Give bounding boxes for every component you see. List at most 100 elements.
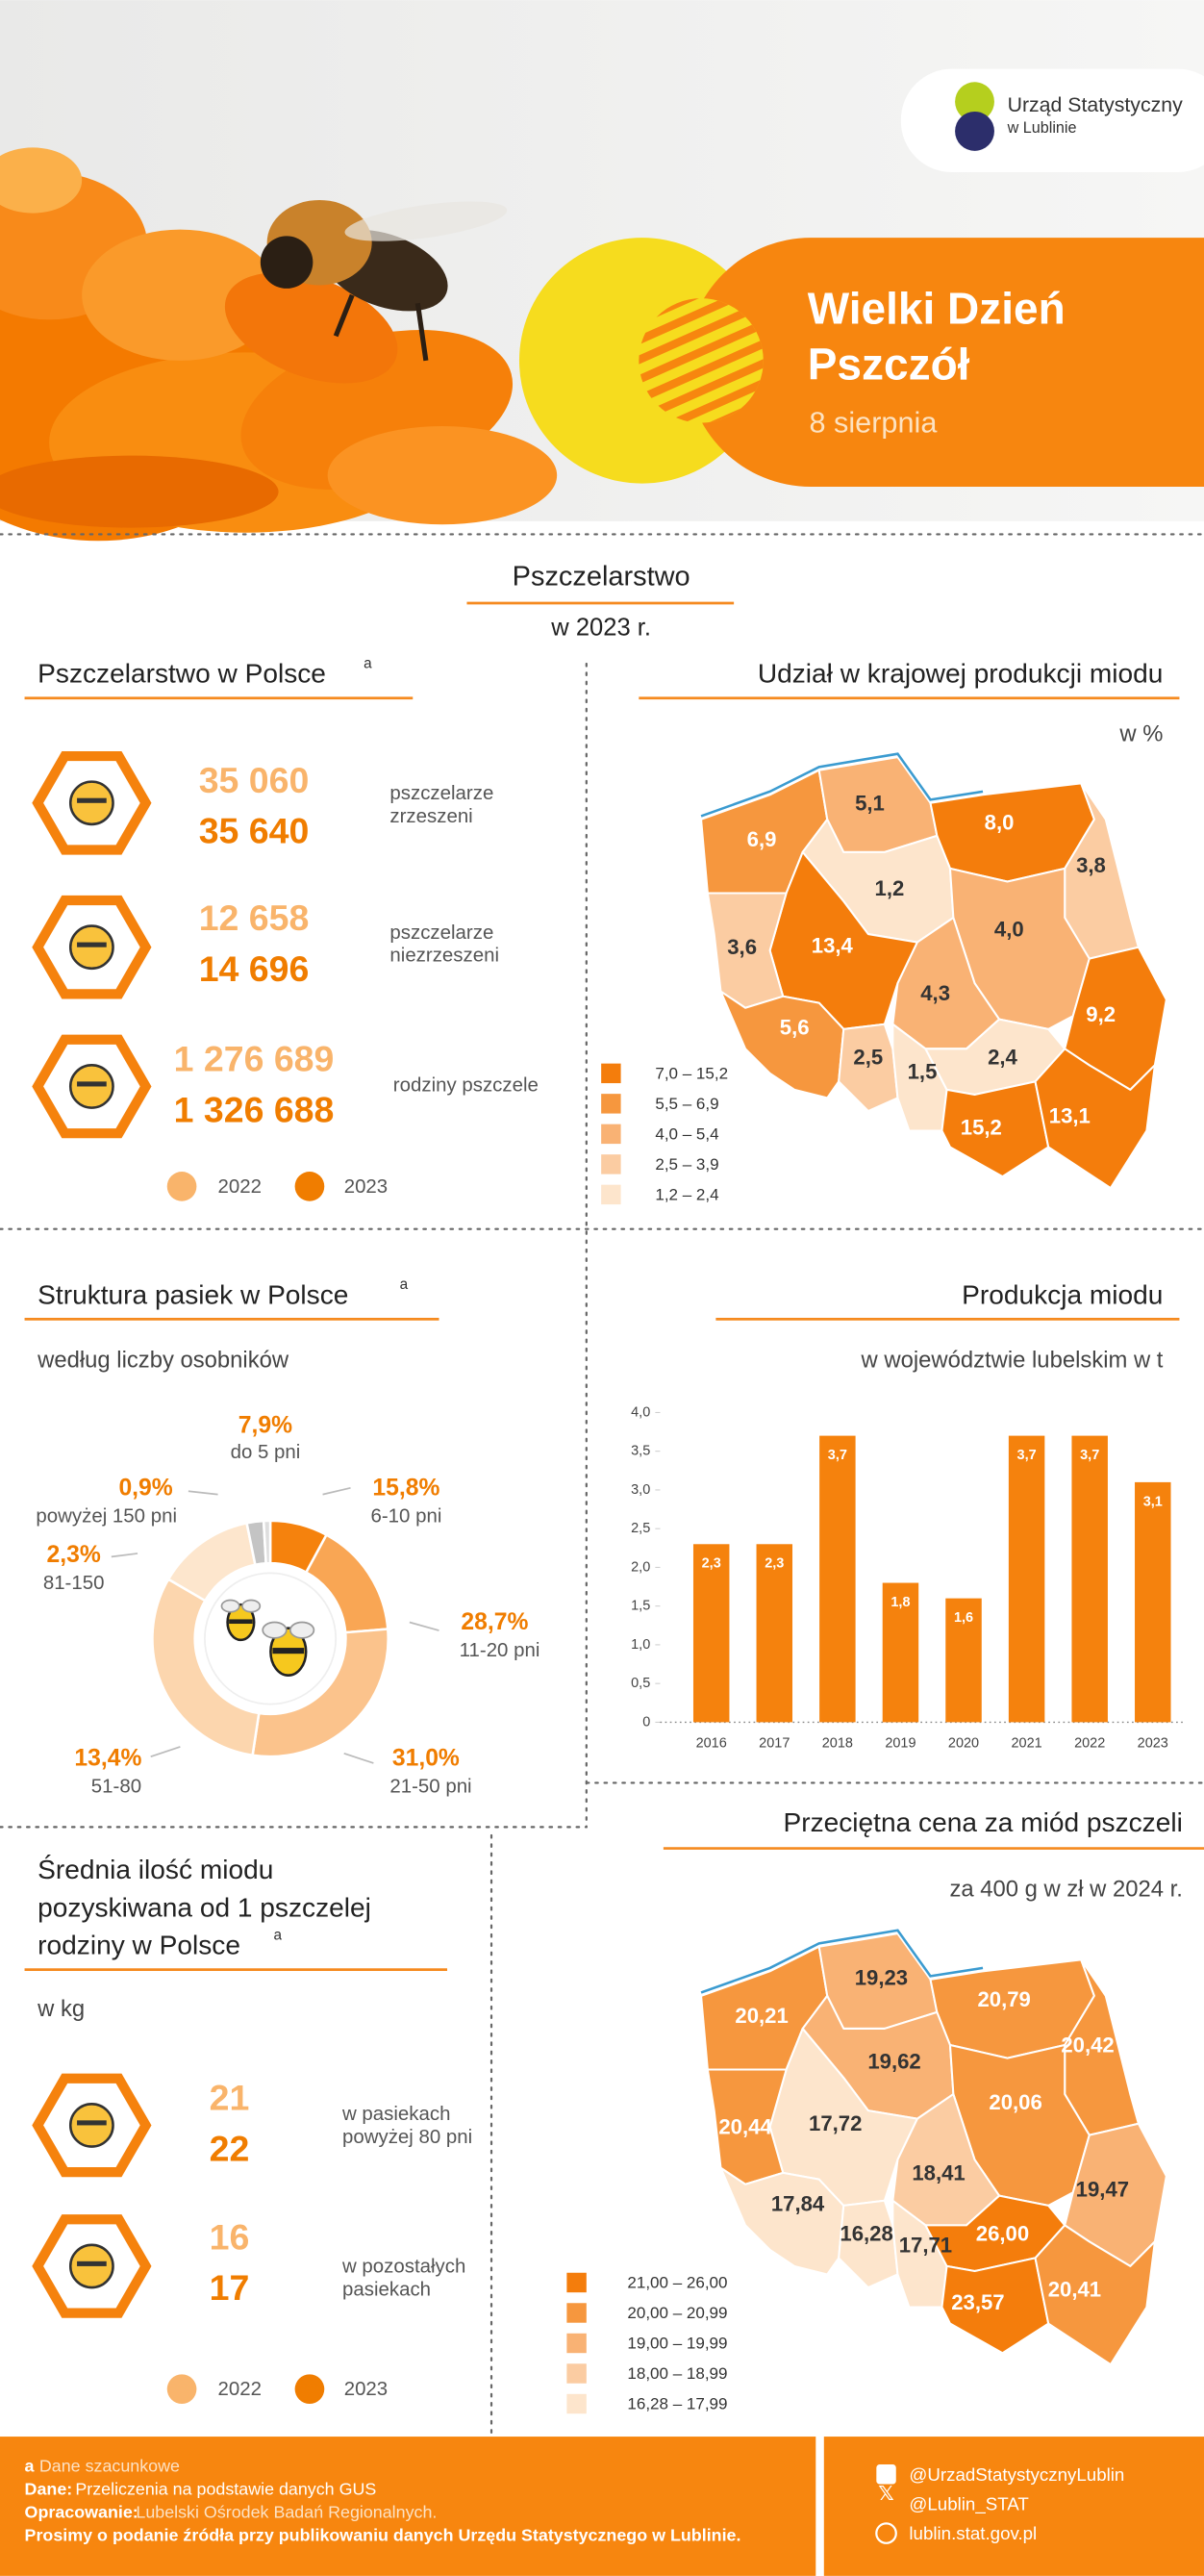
region-label: 17,84: [771, 2192, 825, 2216]
region-label: 16,28: [840, 2221, 892, 2245]
region-label: 18,41: [912, 2160, 965, 2185]
region-label: 2,5: [853, 1045, 883, 1069]
bar: [692, 1544, 730, 1723]
chart-subtitle: w %: [1118, 721, 1163, 747]
y-tick-label: 4,0: [631, 1404, 650, 1420]
date: 8 sierpnia: [809, 407, 938, 440]
region-label: 20,42: [1061, 2033, 1114, 2057]
value-label: 2,3: [765, 1556, 784, 1572]
legend-swatch: [166, 1172, 197, 1201]
legend-swatch: [294, 1172, 325, 1201]
legend-label: 2022: [218, 2378, 262, 2400]
legend-swatch: [166, 2374, 197, 2405]
region-label: 20,41: [1048, 2277, 1101, 2301]
connector: [150, 1746, 181, 1757]
y-tick-label: 1,0: [631, 1637, 650, 1653]
region-label: 20,06: [989, 2090, 1041, 2114]
y-tick-label: 1,5: [631, 1599, 650, 1614]
author: Lubelski Ośrodek Badań Regionalnych.: [136, 2502, 437, 2521]
x-tick-label: 2016: [696, 1736, 727, 1752]
chart-subtitle: za 400 g w zł w 2024 r.: [949, 1877, 1182, 1903]
dividers: [0, 533, 1204, 2435]
region-label: 19,62: [867, 2050, 920, 2074]
stat-label: niezrzeszeni: [389, 945, 499, 967]
region: [1034, 2224, 1156, 2366]
footnote-mark: a: [273, 1927, 282, 1943]
icon-glyph: [77, 2260, 107, 2266]
legend-label: 19,00 – 19,99: [627, 2334, 727, 2352]
stat-label: w pasiekach: [341, 2103, 450, 2125]
stat-2022: 21: [210, 2077, 250, 2117]
author-label: Opracowanie:: [25, 2502, 138, 2521]
region-label: 1,2: [875, 876, 905, 900]
stat-2023: 14 696: [199, 948, 310, 989]
region-label: 3,6: [727, 935, 757, 959]
bee-icon: [272, 1648, 305, 1654]
region-label: 20,44: [718, 2115, 772, 2139]
bee-icon: [262, 1621, 288, 1639]
social-link[interactable]: @UrzadStatystycznyLublin: [909, 2464, 1124, 2485]
donut-center: [204, 1572, 338, 1705]
region-label: 19,47: [1076, 2177, 1129, 2201]
legend-swatch: [566, 2333, 587, 2354]
section-title: Pszczelarstwo: [513, 562, 690, 593]
bar: [882, 1582, 919, 1723]
x-tick-label: 2018: [822, 1736, 853, 1752]
legend-label: 16,28 – 17,99: [627, 2395, 727, 2413]
value-label: 3,7: [1080, 1448, 1099, 1463]
title-banner: [686, 238, 1204, 488]
category-label: 11-20 pni: [460, 1639, 540, 1661]
legend-swatch: [601, 1063, 621, 1084]
flower: [0, 147, 558, 542]
stat-label: pasiekach: [342, 2278, 431, 2300]
footnote-mark: a: [400, 1276, 409, 1293]
block-title: Średnia ilość miodu: [38, 1854, 273, 1884]
icon-glyph: [77, 942, 107, 947]
footnote-mark: a: [25, 2457, 36, 2476]
stat-label: pszczelarze: [389, 922, 493, 944]
value-label: 31,0%: [392, 1745, 460, 1771]
region: [941, 2257, 1050, 2355]
value-label: 15,8%: [372, 1475, 439, 1501]
icon-glyph: [68, 1064, 114, 1109]
region-label: 13,1: [1049, 1104, 1091, 1128]
stat-2022: 1 276 689: [174, 1039, 335, 1079]
footnote-mark: a: [364, 656, 372, 672]
region-label: 15,2: [961, 1116, 1002, 1140]
legend-label: 4,0 – 5,4: [655, 1124, 718, 1143]
coastline: [700, 1929, 984, 1994]
block-title: rodziny w Polsce: [38, 1931, 240, 1960]
region-label: 20,21: [735, 2004, 788, 2028]
bee-icon: [229, 1619, 253, 1625]
stat-2023: 17: [210, 2267, 250, 2308]
value-label: 2,3%: [47, 1542, 101, 1568]
main-title: Wielki Dzień: [808, 283, 1066, 333]
connector: [188, 1490, 218, 1496]
legend-swatch: [566, 2272, 587, 2293]
chart-title: Struktura pasiek w Polsce: [38, 1279, 348, 1309]
bar: [1008, 1435, 1045, 1723]
value-label: 3,7: [828, 1448, 847, 1463]
stat-label: rodziny pszczele: [393, 1073, 539, 1096]
bar: [1071, 1435, 1108, 1723]
chart-title: Produkcja miodu: [962, 1279, 1163, 1309]
region-label: 19,23: [855, 1966, 908, 1990]
legend-swatch: [294, 2374, 325, 2405]
social-link[interactable]: @Lublin_STAT: [909, 2493, 1028, 2514]
value-label: 28,7%: [461, 1609, 528, 1635]
region-label: 5,6: [780, 1016, 810, 1040]
x-tick-label: 2019: [885, 1736, 916, 1752]
legend-swatch: [566, 2363, 587, 2384]
bar: [819, 1435, 856, 1723]
coastline: [700, 752, 984, 818]
social-link[interactable]: lublin.stat.gov.pl: [909, 2523, 1037, 2543]
bee-icon: [288, 1621, 315, 1639]
x-tick-label: 2020: [948, 1736, 979, 1752]
donut-segment: [262, 1519, 272, 1565]
icon-glyph: [77, 1081, 107, 1087]
connector: [343, 1752, 374, 1764]
y-tick-label: 0,5: [631, 1676, 650, 1691]
x-tick-label: 2017: [759, 1736, 790, 1752]
value-label: 3,7: [1017, 1448, 1037, 1463]
